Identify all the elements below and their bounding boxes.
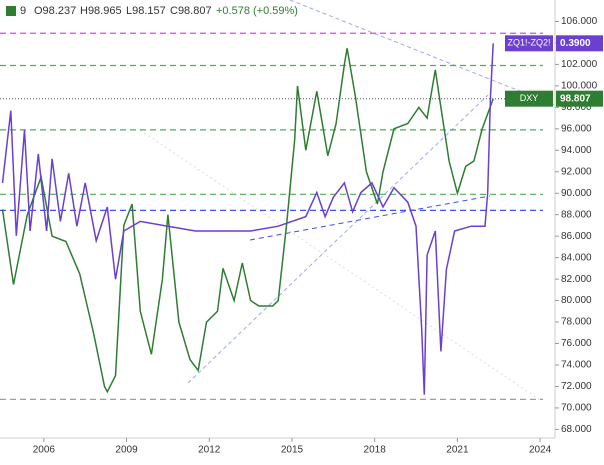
value-tag-bg — [556, 90, 603, 107]
header-open: O98.237 — [34, 5, 76, 17]
trend-line — [139, 129, 541, 401]
x-tick-label: 2006 — [33, 445, 56, 456]
trend-line — [249, 195, 491, 241]
value-tag: 98.807 — [560, 93, 591, 104]
trend-line — [289, 0, 556, 106]
y-tick-label: 86.000 — [561, 231, 592, 242]
x-tick-label: 2012 — [198, 445, 221, 456]
x-tick-label: 2018 — [364, 445, 387, 456]
y-tick-label: 74.000 — [561, 360, 592, 371]
legend-name: ZQ1!-ZQ2! — [507, 38, 550, 48]
drawings — [139, 0, 556, 401]
y-tick-label: 76.000 — [561, 338, 592, 349]
value-tag: 0.3900 — [560, 38, 591, 49]
trend-line — [187, 94, 489, 384]
value-tag-bg — [556, 35, 603, 52]
x-tick-label: 2021 — [446, 445, 469, 456]
header-change: +0.578 (+0.59%) — [216, 5, 298, 17]
y-tick-label: 102.000 — [561, 59, 598, 70]
x-tick-label: 2024 — [529, 445, 552, 456]
y-tick-label: 88.000 — [561, 209, 592, 220]
header-interval: 9 — [20, 5, 26, 17]
header-low: L98.157 — [126, 5, 166, 17]
y-tick-label: 80.000 — [561, 295, 592, 306]
symbol-swatch — [6, 6, 16, 16]
y-tick-label: 90.000 — [561, 188, 592, 199]
y-tick-label: 82.000 — [561, 274, 592, 285]
series-line — [1, 43, 494, 395]
legend-name: DXY — [520, 93, 539, 103]
x-tick-label: 2009 — [115, 445, 138, 456]
series-line — [1, 48, 494, 394]
series-tag-bg — [505, 35, 553, 52]
y-tick-label: 70.000 — [561, 403, 592, 414]
y-tick-label: 68.000 — [561, 424, 592, 435]
y-tick-label: 84.000 — [561, 252, 592, 263]
y-tick-label: 98.000 — [561, 102, 592, 113]
y-tick-label: 96.000 — [561, 123, 592, 134]
header-close: C98.807 — [170, 5, 212, 17]
y-tick-label: 92.000 — [561, 166, 592, 177]
y-tick-label: 94.000 — [561, 145, 592, 156]
y-tick-label: 72.000 — [561, 381, 592, 392]
y-tick-label: 100.000 — [561, 81, 598, 92]
header-high: H98.965 — [80, 5, 122, 17]
y-tick-label: 78.000 — [561, 317, 592, 328]
y-tick-label: 106.000 — [561, 16, 598, 27]
series-tag-bg — [505, 90, 553, 107]
x-tick-label: 2015 — [281, 445, 304, 456]
